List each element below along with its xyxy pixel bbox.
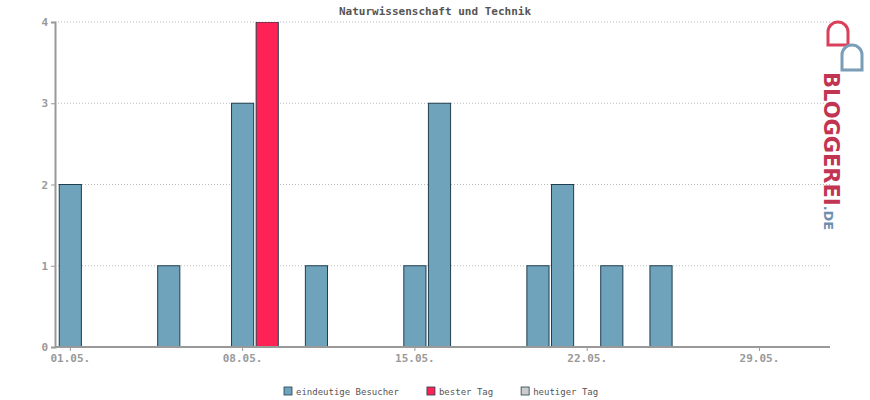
legend-label: heutiger Tag	[533, 387, 598, 397]
logo-icon	[828, 22, 848, 45]
logo-icon	[842, 45, 862, 70]
bar	[305, 266, 327, 347]
bar	[601, 266, 623, 347]
grid-line	[55, 22, 830, 23]
y-tick-mark	[51, 347, 55, 348]
bar	[256, 22, 278, 347]
x-axis-line	[55, 346, 830, 348]
logo-text-part: .DE	[821, 206, 836, 231]
y-axis-line	[51, 23, 56, 348]
x-axis: 01.05. 08.05. 15.05. 22.05. 29.05.	[50, 347, 830, 365]
x-tick: 22.05.	[567, 347, 607, 365]
bar	[428, 103, 450, 347]
logo-text: BLOGGEREI.DE	[819, 72, 843, 230]
x-tick: 15.05.	[395, 347, 435, 365]
y-tick: 2	[41, 179, 55, 192]
y-tick-label: 3	[41, 97, 48, 110]
y-tick: 3	[41, 97, 55, 110]
y-tick-label: 0	[41, 341, 48, 354]
legend: eindeutige Besucher bester Tag heutiger Ta…	[284, 387, 598, 397]
bar	[527, 266, 549, 347]
bar	[232, 103, 254, 347]
grid-line	[55, 347, 830, 348]
legend-item: eindeutige Besucher	[284, 387, 400, 397]
y-tick-mark	[51, 266, 55, 267]
bar	[551, 185, 573, 348]
x-tick-label: 15.05.	[395, 352, 435, 365]
x-tick: 08.05.	[223, 347, 263, 365]
title: Naturwissenschaft und Technik	[339, 5, 531, 18]
bars	[59, 22, 672, 347]
chart: 0 1 2 3 4 01.05. 08.05. 15.05. 22.05. 29.05. Natur…	[0, 0, 870, 400]
x-tick-label: 29.05.	[740, 352, 780, 365]
logo-text-part: BLOGGEREI	[819, 72, 843, 206]
y-tick-mark	[51, 103, 55, 104]
grid	[55, 22, 830, 347]
legend-item: heutiger Tag	[521, 387, 598, 397]
x-tick: 29.05.	[740, 347, 780, 365]
legend-swatch	[427, 387, 435, 395]
legend-item: bester Tag	[427, 387, 493, 397]
y-tick: 1	[41, 260, 55, 273]
y-tick-label: 2	[41, 179, 48, 192]
x-tick-label: 08.05.	[223, 352, 263, 365]
bar	[650, 266, 672, 347]
x-tick-label: 01.05.	[50, 352, 90, 365]
legend-swatch	[284, 387, 292, 395]
y-tick-label: 1	[41, 260, 48, 273]
y-tick-mark	[51, 185, 55, 186]
y-tick: 4	[41, 16, 55, 29]
bar	[59, 185, 81, 348]
y-tick-label: 4	[41, 16, 48, 29]
logo: BLOGGEREI.DE	[819, 22, 862, 230]
legend-swatch	[521, 387, 529, 395]
bar	[404, 266, 426, 347]
y-axis: 0 1 2 3 4	[41, 16, 55, 354]
x-tick-label: 22.05.	[567, 352, 607, 365]
legend-label: bester Tag	[439, 387, 493, 397]
legend-label: eindeutige Besucher	[296, 387, 400, 397]
x-tick: 01.05.	[50, 347, 90, 365]
y-tick-mark	[51, 22, 55, 23]
bar	[158, 266, 180, 347]
